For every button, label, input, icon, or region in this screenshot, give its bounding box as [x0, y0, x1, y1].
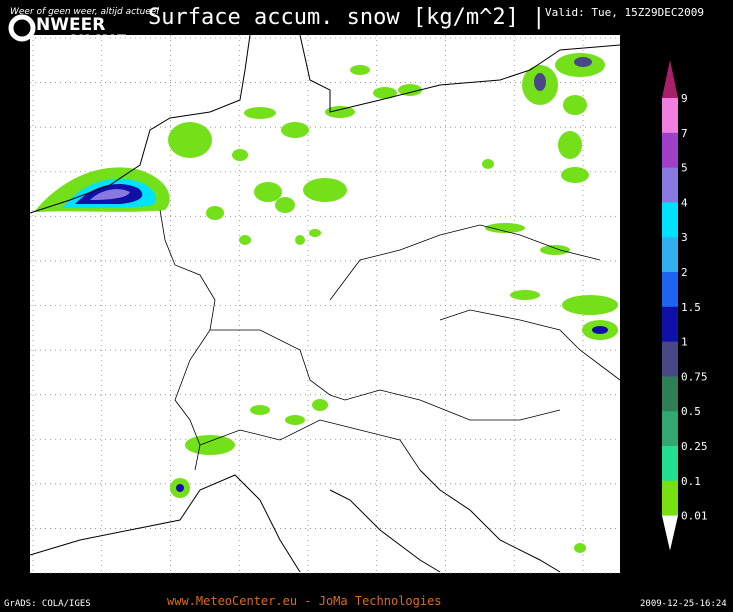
colorbar-segment [662, 480, 678, 517]
colorbar-cap-top [662, 60, 678, 98]
footer-center: www.MeteoCenter.eu - JoMa Technologies [167, 594, 442, 608]
lon-label: 2E [28, 578, 39, 588]
lat-label: 43N [622, 570, 638, 580]
lon-label: 6E [165, 578, 176, 588]
colorbar-label: 0.5 [681, 405, 701, 418]
lon-label: 4E [96, 578, 107, 588]
colorbar-segment [662, 446, 678, 482]
colorbar-segment [662, 202, 678, 238]
colorbar-label: 0.25 [681, 440, 708, 453]
graticule [30, 35, 620, 574]
footer-left: GrADS: COLA/IGES [4, 599, 91, 609]
colorbar-label: 7 [681, 127, 688, 140]
colorbar-segment [662, 411, 678, 447]
colorbar-label: 0.01 [681, 510, 708, 523]
lon-label: 18E [575, 578, 591, 588]
colorbar-segment [662, 272, 678, 308]
lon-label: 14E [437, 578, 453, 588]
colorbar-segment [662, 132, 678, 169]
valid-time: Valid: Tue, 15Z29DEC2009 [545, 6, 704, 19]
lat-label: 54N [622, 80, 638, 90]
colorbar-cap-bottom [662, 515, 678, 551]
colorbar-label: 2 [681, 266, 688, 279]
title: Surface accum. snow [kg/m^2] | [148, 5, 545, 30]
colorbar-label: 1.5 [681, 301, 701, 314]
colorbar-segment [662, 167, 678, 203]
colorbar-label: 5 [681, 162, 688, 175]
footer-right: 2009-12-25-16:24 [640, 599, 727, 609]
lat-label: 47N [622, 392, 638, 402]
colorbar-segment [662, 237, 678, 273]
colorbar-label: 4 [681, 196, 688, 209]
colorbar-segment [662, 376, 678, 412]
lat-label: 45N [622, 481, 638, 491]
lat-label: 51N [622, 213, 638, 223]
logo-bottom: NLINE [70, 32, 127, 52]
logo-tagline: Weer of geen weer, altijd actueel [10, 7, 159, 17]
colorbar-label: 0.1 [681, 475, 701, 488]
logo-top: NWEER [36, 15, 105, 35]
lat-label: 44N [622, 525, 638, 535]
lon-label: 8E [234, 578, 245, 588]
lat-label: 46N [622, 436, 638, 446]
colorbar-segment [662, 341, 678, 377]
colorbar-label: 9 [681, 92, 688, 105]
colorbar-label: 0.75 [681, 370, 708, 383]
lon-label: 16E [506, 578, 522, 588]
logo-o [8, 14, 36, 42]
snow-core [62, 57, 608, 492]
lat-label: 50N [622, 258, 638, 268]
lat-label: 55N [622, 35, 638, 45]
colorbar-label: 3 [681, 231, 688, 244]
colorbar-segment [662, 306, 678, 343]
lon-label: 12E [369, 578, 385, 588]
colorbar: 9 7 5 4 3 2 1.5 1 0.75 0.5 0.25 0.1 0.01 [662, 60, 708, 551]
lat-label: 53N [622, 124, 638, 134]
borders [159, 209, 621, 471]
colorbar-segment [662, 98, 678, 134]
colorbar-label: 1 [681, 336, 688, 349]
lat-label: 49N [622, 303, 638, 313]
coastlines [29, 34, 621, 573]
lat-label: 52N [622, 169, 638, 179]
lon-label: 10E [300, 578, 316, 588]
map-area [30, 35, 620, 573]
lat-label: 48N [622, 347, 638, 357]
